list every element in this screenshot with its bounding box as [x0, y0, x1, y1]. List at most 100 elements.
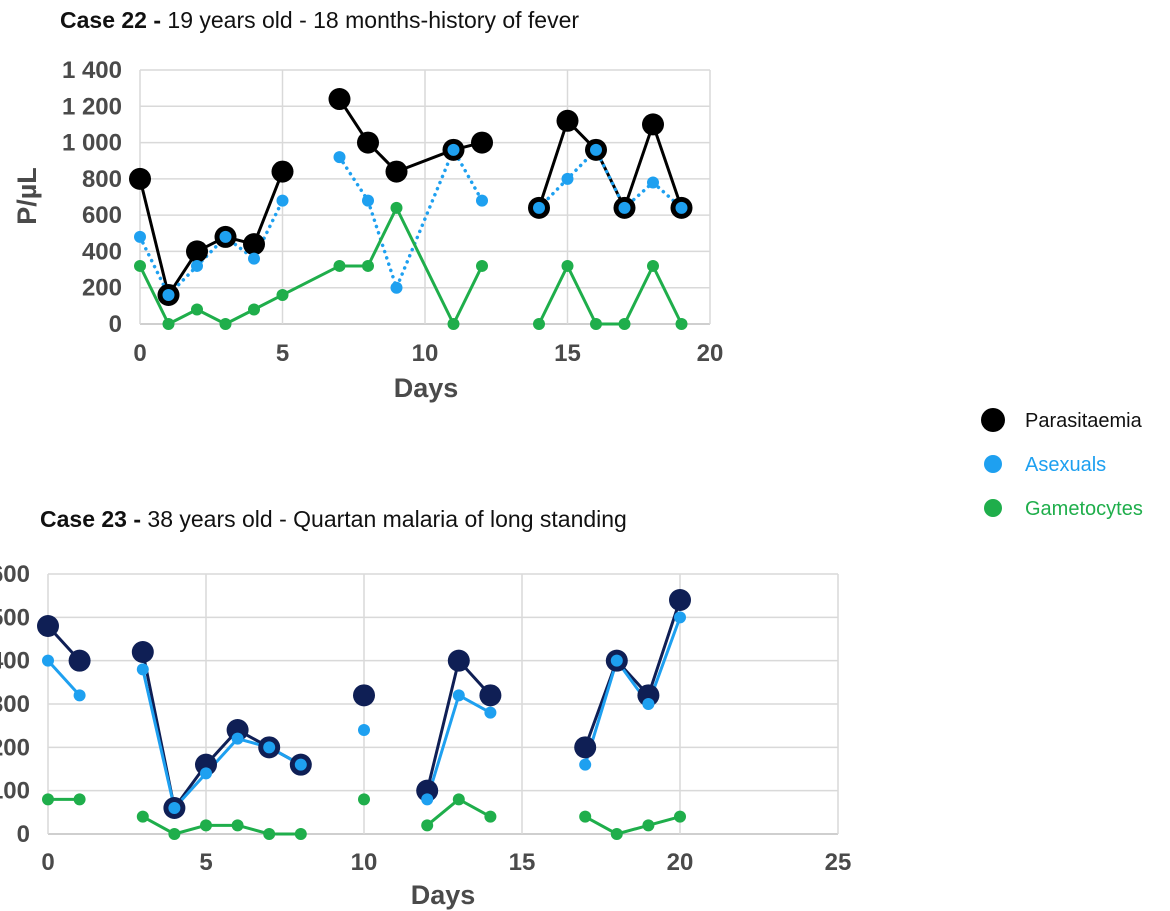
data-point-asexuals [277, 195, 289, 207]
legend-label-asexuals: Asexuals [1025, 454, 1106, 476]
data-point-gametocytes [642, 819, 654, 831]
series-layer [129, 88, 693, 330]
data-point-asexuals [134, 231, 146, 243]
data-point-gametocytes [647, 260, 659, 272]
legend-marker-asexuals [984, 455, 1002, 473]
x-tick-label: 5 [276, 340, 289, 367]
x-tick-label: 10 [351, 849, 378, 876]
series-parasitaemia-line [140, 99, 682, 295]
x-axis-title: Days [411, 880, 476, 910]
grid-lines [48, 574, 838, 834]
data-point-asexuals [647, 176, 659, 188]
x-tick-label: 0 [133, 340, 146, 367]
legend-marker-parasitaemia [981, 408, 1005, 432]
data-point-gametocytes [74, 793, 86, 805]
data-point-parasitaemia [357, 132, 379, 154]
data-point-parasitaemia [353, 684, 375, 706]
chart-title-bold: Case 23 - [40, 506, 141, 532]
y-tick-label: 1 200 [62, 93, 122, 120]
series-line-parasitaemia [585, 600, 680, 747]
data-point-parasitaemia [69, 650, 91, 672]
y-tick-label: 0 [109, 311, 122, 338]
data-point-asexuals [448, 144, 460, 156]
data-point-parasitaemia [557, 110, 579, 132]
y-tick-label: 600 [82, 202, 122, 229]
x-tick-label: 0 [41, 849, 54, 876]
y-tick-label: 800 [82, 166, 122, 193]
data-point-asexuals [191, 260, 203, 272]
data-point-asexuals [200, 767, 212, 779]
y-tick-label: 200 [82, 275, 122, 302]
data-point-parasitaemia [448, 650, 470, 672]
data-point-asexuals [220, 231, 232, 243]
data-point-asexuals [533, 202, 545, 214]
data-point-gametocytes [476, 260, 488, 272]
data-point-gametocytes [676, 318, 688, 330]
series-gametocytes-markers [134, 202, 688, 330]
data-point-asexuals [74, 689, 86, 701]
series-line-parasitaemia [539, 121, 682, 208]
x-tick-label: 20 [697, 340, 724, 367]
series-line-gametocytes [539, 266, 682, 324]
series-line-asexuals [143, 669, 301, 808]
data-point-gametocytes [248, 303, 260, 315]
data-point-asexuals [619, 202, 631, 214]
y-tick-label: 100 [0, 778, 30, 805]
data-point-gametocytes [163, 318, 175, 330]
data-point-gametocytes [453, 793, 465, 805]
y-tick-label: 0 [17, 821, 30, 848]
data-point-asexuals [295, 759, 307, 771]
x-tick-label: 15 [554, 340, 581, 367]
x-tick-labels: 0 5 10 15 20 25 [41, 849, 851, 876]
chart-title-rest: 19 years old - 18 months-history of feve… [161, 7, 579, 33]
series-line-parasitaemia [143, 652, 301, 808]
y-axis-title: P/µL [12, 167, 42, 225]
series-line-gametocytes [585, 817, 680, 834]
data-point-gametocytes [562, 260, 574, 272]
x-tick-label: 25 [825, 849, 852, 876]
data-point-gametocytes [220, 318, 232, 330]
data-point-parasitaemia [642, 113, 664, 135]
data-point-asexuals [642, 698, 654, 710]
data-point-gametocytes [168, 828, 180, 840]
series-markers [129, 88, 693, 330]
y-tick-label: 600 [0, 561, 30, 588]
chart-title-case-22: Case 22 - 19 years old - 18 months-histo… [60, 7, 579, 33]
data-point-gametocytes [137, 811, 149, 823]
chart-case-22: Case 22 - 19 years old - 18 months-histo… [12, 7, 723, 403]
data-point-asexuals [579, 759, 591, 771]
data-point-gametocytes [579, 811, 591, 823]
chart-title-case-23: Case 23 - 38 years old - Quartan malaria… [40, 506, 627, 532]
data-point-asexuals [163, 289, 175, 301]
data-point-gametocytes [421, 819, 433, 831]
x-tick-label: 5 [199, 849, 212, 876]
data-point-asexuals [484, 707, 496, 719]
series-parasitaemia-markers [129, 88, 693, 306]
y-tick-label: 300 [0, 691, 30, 718]
series-line-parasitaemia [140, 172, 283, 295]
data-point-parasitaemia [329, 88, 351, 110]
data-point-gametocytes [362, 260, 374, 272]
data-point-asexuals [590, 144, 602, 156]
data-point-parasitaemia [272, 161, 294, 183]
data-point-asexuals [358, 724, 370, 736]
series-asexuals-line [140, 150, 682, 295]
data-point-gametocytes [484, 811, 496, 823]
data-point-asexuals [562, 173, 574, 185]
chart-case-23: Case 23 - 38 years old - Quartan malaria… [0, 506, 851, 910]
data-point-parasitaemia [37, 615, 59, 637]
x-tick-label: 20 [667, 849, 694, 876]
data-point-gametocytes [263, 828, 275, 840]
data-point-parasitaemia [132, 641, 154, 663]
x-tick-label: 15 [509, 849, 536, 876]
data-point-gametocytes [611, 828, 623, 840]
data-point-gametocytes [191, 303, 203, 315]
legend-label-parasitaemia: Parasitaemia [1025, 410, 1143, 432]
legend-marker-gametocytes [984, 499, 1002, 517]
data-point-asexuals [232, 733, 244, 745]
legend: ParasitaemiaAsexualsGametocytes [981, 408, 1143, 520]
chart-title-rest: 38 years old - Quartan malaria of long s… [141, 506, 627, 532]
data-point-gametocytes [295, 828, 307, 840]
data-point-parasitaemia [574, 736, 596, 758]
